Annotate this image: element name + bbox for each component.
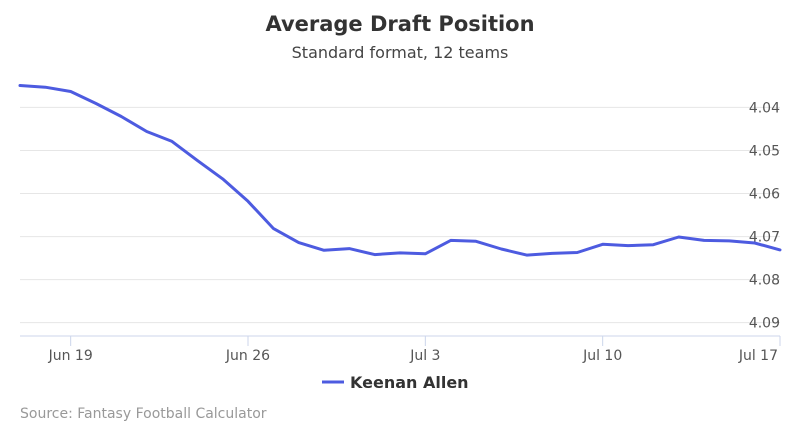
y-gridlines — [20, 106, 780, 324]
data-point[interactable] — [421, 250, 429, 258]
data-point[interactable] — [41, 83, 49, 91]
y-tick-label: 4.06 — [749, 187, 780, 203]
data-point[interactable] — [345, 245, 353, 253]
data-point[interactable] — [675, 233, 683, 241]
legend-item-label[interactable]: Keenan Allen — [350, 373, 469, 392]
y-tick-label: 4.04 — [749, 100, 780, 116]
chart-subtitle: Standard format, 12 teams — [292, 43, 509, 62]
data-point[interactable] — [16, 81, 24, 89]
series-group — [16, 81, 784, 259]
data-point[interactable] — [371, 251, 379, 259]
data-point[interactable] — [776, 246, 784, 254]
data-point[interactable] — [219, 175, 227, 183]
data-point[interactable] — [168, 137, 176, 145]
x-tick-label: Jun 19 — [48, 348, 93, 364]
series-line-keenan-allen[interactable] — [18, 84, 782, 257]
y-tick-label: 4.08 — [749, 273, 780, 289]
data-point[interactable] — [67, 87, 75, 95]
data-point[interactable] — [751, 239, 759, 247]
data-point[interactable] — [649, 241, 657, 249]
x-tick-label: Jul 10 — [582, 348, 622, 364]
data-point[interactable] — [523, 251, 531, 259]
data-point[interactable] — [193, 156, 201, 164]
data-point[interactable] — [725, 237, 733, 245]
y-axis-tick-labels: 4.04 4.05 4.06 4.07 4.08 4.09 — [749, 100, 780, 331]
x-tick-label: Jul 3 — [409, 348, 440, 364]
data-point[interactable] — [700, 236, 708, 244]
data-point[interactable] — [143, 128, 151, 136]
legend[interactable]: Keenan Allen — [322, 373, 469, 392]
y-tick-label: 4.07 — [749, 230, 780, 246]
data-point[interactable] — [269, 224, 277, 232]
data-point[interactable] — [92, 100, 100, 108]
chart-credits[interactable]: Source: Fantasy Football Calculator — [20, 406, 267, 422]
y-tick-label: 4.05 — [749, 143, 780, 159]
data-point[interactable] — [548, 249, 556, 257]
data-point[interactable] — [320, 246, 328, 254]
x-tick-label: Jul 17 — [738, 348, 778, 364]
data-point[interactable] — [599, 240, 607, 248]
data-point[interactable] — [497, 245, 505, 253]
data-point[interactable] — [447, 236, 455, 244]
data-point[interactable] — [244, 197, 252, 205]
x-tick-label: Jun 26 — [225, 348, 270, 364]
chart-title: Average Draft Position — [265, 12, 534, 36]
data-point[interactable] — [624, 242, 632, 250]
data-point[interactable] — [573, 248, 581, 256]
data-point[interactable] — [472, 237, 480, 245]
data-point[interactable] — [396, 249, 404, 257]
data-point[interactable] — [117, 112, 125, 120]
y-tick-label: 4.09 — [749, 316, 780, 332]
data-point[interactable] — [295, 239, 303, 247]
x-axis-ticks: Jun 19 Jun 26 Jul 3 Jul 10 Jul 17 — [48, 336, 781, 364]
